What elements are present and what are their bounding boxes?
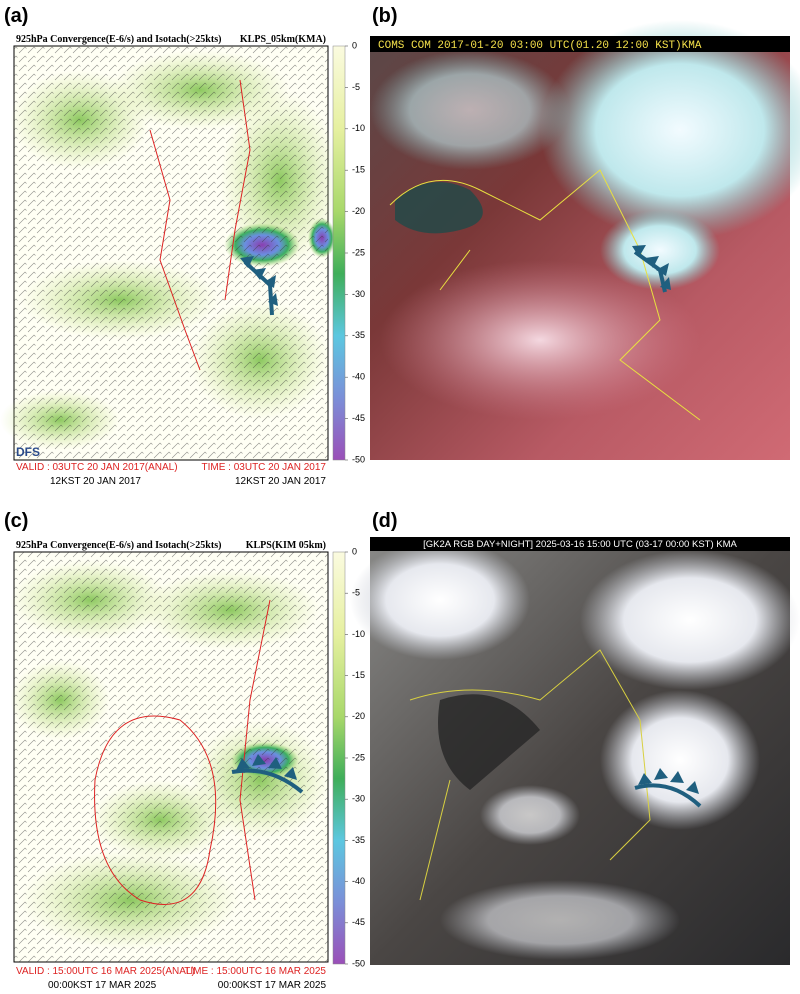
panel-label: (c) bbox=[4, 510, 28, 532]
map-panel-a bbox=[0, 45, 340, 461]
colorbar bbox=[332, 45, 346, 461]
colorbar-tick-label: 0 bbox=[352, 40, 357, 50]
panel-label: (d) bbox=[372, 510, 398, 532]
image-header: [GK2A RGB DAY+NIGHT] 2025-03-16 15:00 UT… bbox=[423, 539, 737, 550]
colorbar-tick-label: -35 bbox=[352, 330, 365, 340]
map-title: 925hPa Convergence(E-6/s) and Isotach(>2… bbox=[16, 34, 221, 45]
colorbar bbox=[332, 551, 346, 965]
colorbar-tick-label: -10 bbox=[352, 629, 365, 639]
colorbar-tick-label: -25 bbox=[352, 247, 365, 257]
colorbar-tick-label: -25 bbox=[352, 752, 365, 762]
watermark: DFS bbox=[16, 445, 40, 459]
colorbar-tick-label: -40 bbox=[352, 876, 365, 886]
colorbar-tick-label: -10 bbox=[352, 123, 365, 133]
forecast-time: TIME : 03UTC 20 JAN 2017 bbox=[202, 462, 327, 473]
colorbar-tick-label: -40 bbox=[352, 372, 365, 382]
colorbar-tick-label: -35 bbox=[352, 835, 365, 845]
map-title: 925hPa Convergence(E-6/s) and Isotach(>2… bbox=[16, 540, 221, 551]
colorbar-tick-label: -20 bbox=[352, 206, 365, 216]
valid-time: VALID : 15:00UTC 16 MAR 2025(ANAL) bbox=[16, 966, 195, 977]
colorbar-tick-label: -30 bbox=[352, 794, 365, 804]
satellite-panel-d bbox=[350, 537, 800, 965]
colorbar-tick-label: -30 bbox=[352, 289, 365, 299]
colorbar-tick-label: -45 bbox=[352, 917, 365, 927]
valid-time: VALID : 03UTC 20 JAN 2017(ANAL) bbox=[16, 462, 178, 473]
kst-time: 00:00KST 17 MAR 2025 bbox=[48, 980, 157, 991]
map-panel-c bbox=[10, 551, 330, 963]
colorbar-tick-label: -5 bbox=[352, 82, 360, 92]
panel-label: (a) bbox=[4, 5, 28, 27]
model-name: KLPS_05km(KMA) bbox=[240, 34, 326, 45]
kst-time: 12KST 20 JAN 2017 bbox=[235, 476, 326, 487]
panel-label: (b) bbox=[372, 5, 398, 27]
satellite-panel-b bbox=[370, 20, 800, 460]
colorbar-tick-label: -5 bbox=[352, 588, 360, 598]
colorbar-tick-label: -15 bbox=[352, 670, 365, 680]
kst-time: 00:00KST 17 MAR 2025 bbox=[218, 980, 327, 991]
image-header: COMS COM 2017-01-20 03:00 UTC(01.20 12:0… bbox=[378, 40, 702, 52]
kst-time: 12KST 20 JAN 2017 bbox=[50, 476, 141, 487]
colorbar-tick-label: -50 bbox=[352, 958, 365, 968]
colorbar-tick-label: -20 bbox=[352, 711, 365, 721]
forecast-time: TIME : 15:00UTC 16 MAR 2025 bbox=[184, 966, 326, 977]
colorbar-tick-label: -50 bbox=[352, 454, 365, 464]
colorbar-tick-label: 0 bbox=[352, 546, 357, 556]
colorbar-tick-label: -45 bbox=[352, 413, 365, 423]
colorbar-tick-label: -15 bbox=[352, 165, 365, 175]
model-name: KLPS(KIM 05km) bbox=[246, 540, 326, 551]
